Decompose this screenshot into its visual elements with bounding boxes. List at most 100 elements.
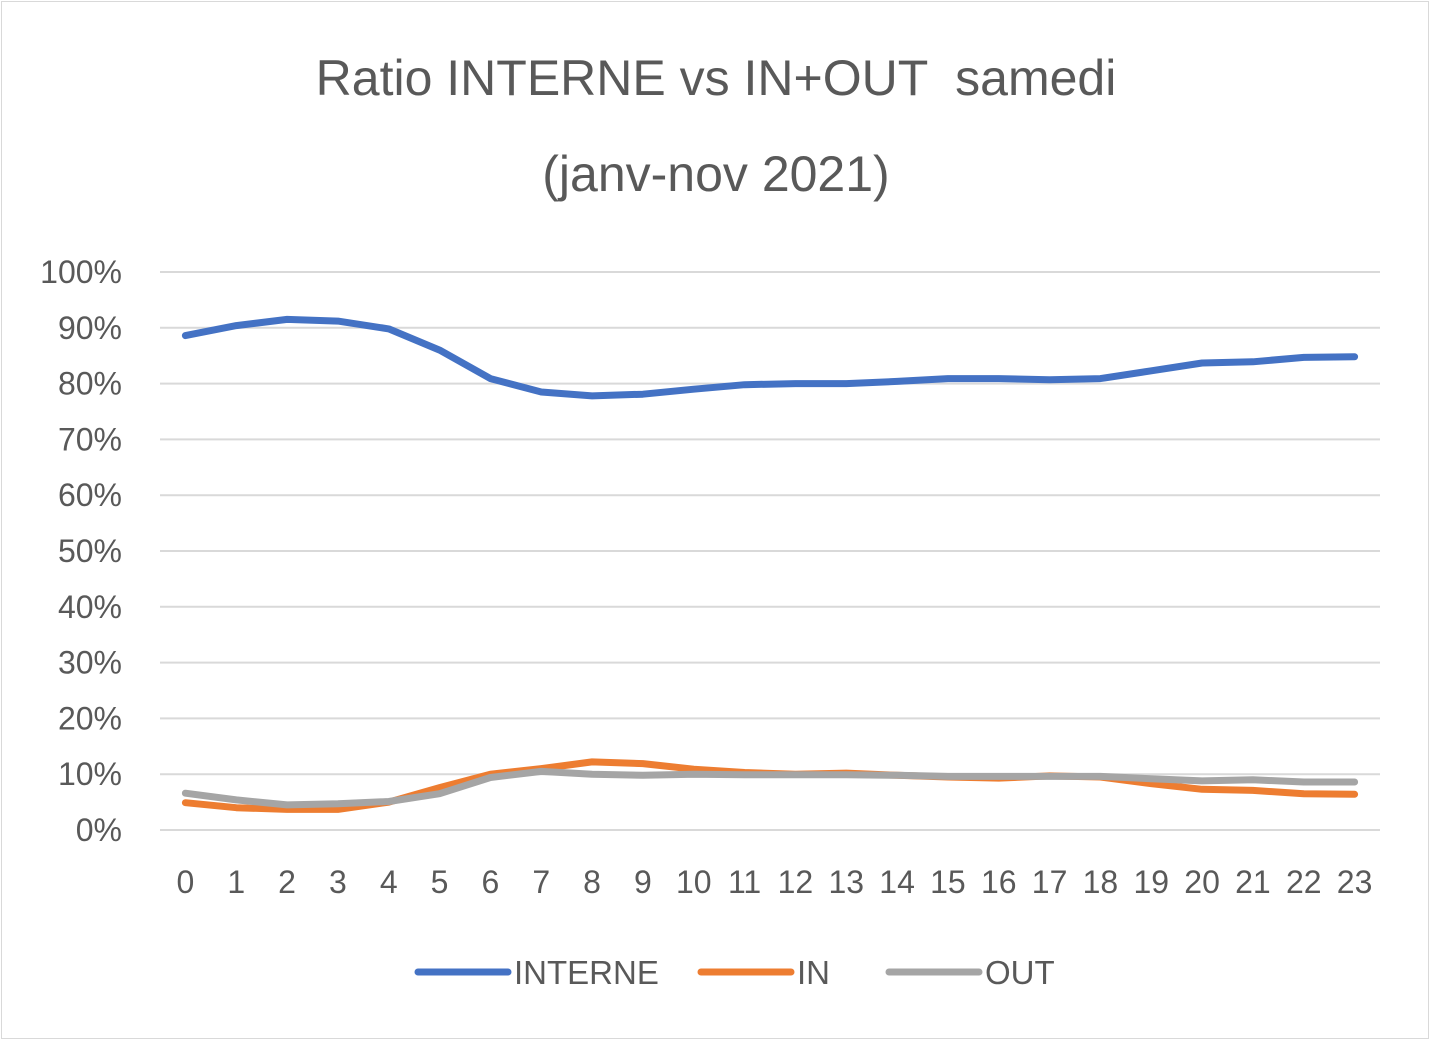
data-point-in [235, 807, 237, 809]
data-point-in [1252, 789, 1254, 791]
data-point-in [642, 763, 644, 765]
x-tick-label: 2 [278, 864, 296, 900]
data-point-out [947, 775, 949, 777]
x-tick-label: 0 [177, 864, 195, 900]
data-point-interne [947, 378, 949, 380]
data-point-out [1303, 781, 1305, 783]
x-tick-label: 10 [676, 864, 712, 900]
data-point-interne [286, 318, 288, 320]
data-point-interne [540, 391, 542, 393]
data-point-out [1099, 775, 1101, 777]
x-tick-label: 12 [778, 864, 814, 900]
y-tick-label: 50% [58, 533, 122, 569]
data-point-out [693, 773, 695, 775]
data-point-interne [337, 320, 339, 322]
data-point-interne [1354, 356, 1356, 358]
legend-label-out: OUT [985, 954, 1055, 991]
data-point-out [1252, 779, 1254, 781]
data-point-out [1150, 778, 1152, 780]
y-tick-label: 30% [58, 645, 122, 681]
data-point-out [489, 777, 491, 779]
data-point-out [1354, 781, 1356, 783]
legend: INTERNE IN OUT [414, 954, 1055, 991]
x-tick-label: 21 [1235, 864, 1271, 900]
data-point-in [184, 802, 186, 804]
x-axis-ticks: 0 1 2 3 4 5 6 7 8 9 10 11 12 13 14 15 16 17 18 19 20 21 22 23 [177, 864, 1373, 900]
data-point-in [1150, 783, 1152, 785]
x-tick-label: 14 [879, 864, 915, 900]
y-tick-label: 70% [58, 421, 122, 457]
data-point-in [1201, 788, 1203, 790]
data-point-interne [1099, 378, 1101, 380]
y-axis-ticks: 0% 10% 20% 30% 40% 50% 60% 70% 80% 90% 100% [40, 254, 122, 848]
data-point-out [845, 774, 847, 776]
y-tick-label: 90% [58, 310, 122, 346]
data-point-interne [1150, 370, 1152, 372]
data-point-out [1049, 775, 1051, 777]
data-point-in [591, 761, 593, 763]
x-tick-label: 7 [532, 864, 550, 900]
x-tick-label: 19 [1133, 864, 1169, 900]
x-tick-label: 6 [482, 864, 500, 900]
series-line-out [181, 767, 1359, 809]
data-point-out [388, 801, 390, 803]
chart-title-line2: (janv-nov 2021) [542, 146, 890, 202]
data-point-interne [1049, 379, 1051, 381]
series-line-interne [181, 315, 1359, 400]
data-point-interne [1201, 362, 1203, 364]
x-tick-label: 20 [1184, 864, 1220, 900]
data-point-out [184, 792, 186, 794]
data-point-interne [489, 378, 491, 380]
data-point-interne [184, 335, 186, 337]
data-point-out [439, 793, 441, 795]
x-tick-label: 17 [1032, 864, 1068, 900]
x-tick-label: 18 [1083, 864, 1119, 900]
data-point-interne [998, 378, 1000, 380]
data-point-out [794, 774, 796, 776]
y-tick-label: 60% [58, 477, 122, 513]
data-point-interne [642, 393, 644, 395]
series-lines [181, 315, 1359, 813]
x-tick-label: 3 [329, 864, 347, 900]
x-tick-label: 4 [380, 864, 398, 900]
legend-label-interne: INTERNE [514, 954, 659, 991]
legend-label-in: IN [797, 954, 830, 991]
data-point-in [337, 808, 339, 810]
data-point-interne [388, 328, 390, 330]
x-tick-label: 16 [981, 864, 1017, 900]
x-tick-label: 9 [634, 864, 652, 900]
data-point-out [1201, 780, 1203, 782]
data-point-out [591, 773, 593, 775]
y-tick-label: 0% [76, 812, 122, 848]
x-tick-label: 8 [583, 864, 601, 900]
chart-title-line1: Ratio INTERNE vs IN+OUT samedi [315, 50, 1117, 106]
data-point-out [337, 803, 339, 805]
data-point-in [1354, 793, 1356, 795]
y-tick-label: 80% [58, 366, 122, 402]
x-tick-label: 13 [828, 864, 864, 900]
data-point-out [540, 770, 542, 772]
data-point-out [235, 799, 237, 801]
y-tick-label: 20% [58, 700, 122, 736]
data-point-interne [744, 384, 746, 386]
x-tick-label: 11 [728, 864, 761, 900]
data-point-out [998, 775, 1000, 777]
data-point-interne [693, 388, 695, 390]
y-tick-label: 10% [58, 756, 122, 792]
x-tick-label: 1 [227, 864, 245, 900]
data-point-out [744, 774, 746, 776]
gridlines [160, 271, 1380, 831]
x-tick-label: 15 [930, 864, 966, 900]
data-point-interne [1303, 356, 1305, 358]
data-point-interne [591, 395, 593, 397]
data-point-interne [235, 325, 237, 327]
data-point-interne [896, 380, 898, 382]
y-tick-label: 40% [58, 589, 122, 625]
x-tick-label: 5 [431, 864, 449, 900]
data-point-interne [794, 383, 796, 385]
data-point-interne [845, 383, 847, 385]
y-tick-label: 100% [40, 254, 122, 290]
data-point-out [286, 804, 288, 806]
data-point-interne [1252, 361, 1254, 363]
